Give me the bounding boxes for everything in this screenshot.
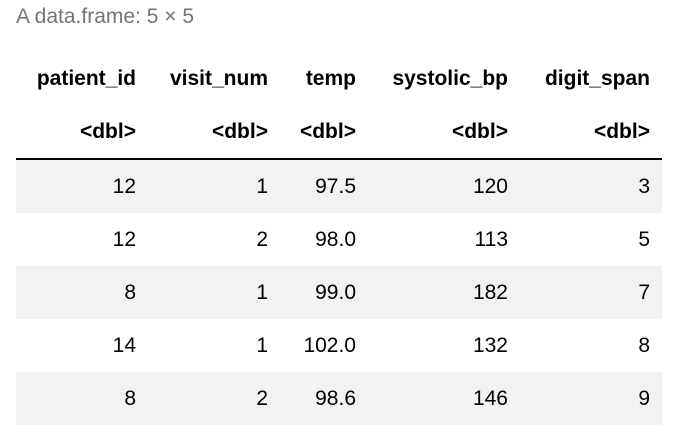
- cell-systolic-bp: 120: [368, 159, 520, 213]
- cell-patient-id: 12: [16, 159, 148, 213]
- table-header: patient_id visit_num temp systolic_bp di…: [16, 52, 662, 160]
- column-header-visit-num: visit_num: [169, 66, 268, 90]
- cell-systolic-bp: 146: [368, 372, 520, 425]
- cell-visit-num: 2: [148, 213, 280, 266]
- cell-patient-id: 8: [16, 266, 148, 319]
- cell-temp: 99.0: [280, 266, 368, 319]
- cell-systolic-bp: 113: [368, 213, 520, 266]
- column-type-patient-id: <dbl>: [16, 105, 148, 160]
- table-row: 12 1 97.5 120 3: [16, 159, 662, 213]
- cell-patient-id: 12: [16, 213, 148, 266]
- column-type-visit-num: <dbl>: [148, 105, 280, 160]
- cell-temp: 98.6: [280, 372, 368, 425]
- cell-digit-span: 7: [520, 266, 662, 319]
- column-type-row: <dbl> <dbl> <dbl> <dbl> <dbl>: [16, 105, 662, 160]
- table-caption: A data.frame: 5 × 5: [16, 5, 195, 28]
- cell-systolic-bp: 132: [368, 319, 520, 372]
- cell-visit-num: 2: [148, 372, 280, 425]
- table-row: 12 2 98.0 113 5: [16, 213, 662, 266]
- cell-visit-num: 1: [148, 159, 280, 213]
- cell-systolic-bp: 182: [368, 266, 520, 319]
- cell-digit-span: 8: [520, 319, 662, 372]
- column-header-digit-span: digit_span: [544, 66, 650, 90]
- cell-visit-num: 1: [148, 319, 280, 372]
- cell-temp: 97.5: [280, 159, 368, 213]
- table-row: 8 2 98.6 146 9: [16, 372, 662, 425]
- table-row: 8 1 99.0 182 7: [16, 266, 662, 319]
- column-name-row: patient_id visit_num temp systolic_bp di…: [16, 52, 662, 105]
- cell-temp: 98.0: [280, 213, 368, 266]
- column-type-systolic-bp: <dbl>: [368, 105, 520, 160]
- column-header-systolic-bp: systolic_bp: [392, 66, 508, 90]
- cell-patient-id: 14: [16, 319, 148, 372]
- cell-digit-span: 5: [520, 213, 662, 266]
- data-frame-table: patient_id visit_num temp systolic_bp di…: [16, 52, 662, 425]
- table-row: 14 1 102.0 132 8: [16, 319, 662, 372]
- cell-temp: 102.0: [280, 319, 368, 372]
- cell-digit-span: 9: [520, 372, 662, 425]
- column-header-temp: temp: [305, 66, 356, 90]
- cell-digit-span: 3: [520, 159, 662, 213]
- column-header-patient-id: patient_id: [36, 66, 136, 90]
- column-type-temp: <dbl>: [280, 105, 368, 160]
- column-type-digit-span: <dbl>: [520, 105, 662, 160]
- cell-visit-num: 1: [148, 266, 280, 319]
- cell-patient-id: 8: [16, 372, 148, 425]
- table-body: 12 1 97.5 120 3 12 2 98.0 113 5 8 1 99.0…: [16, 159, 662, 425]
